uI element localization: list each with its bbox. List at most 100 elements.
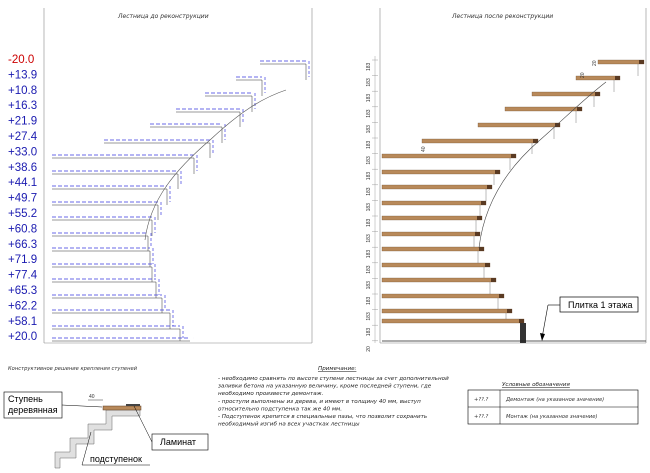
level-label: +77.4: [8, 270, 38, 282]
riser-dim-label: 183: [366, 187, 372, 196]
level-label: -20.0: [8, 54, 34, 66]
riser-dim-label: 183: [366, 218, 372, 227]
note-line: - проступи выполнены из дерева, и имеют …: [218, 399, 421, 405]
stair-concrete: [54, 409, 141, 469]
wood-tread: [381, 153, 517, 159]
tread-nosing: [477, 216, 482, 220]
level-label: +49.7: [8, 193, 37, 205]
after-steps: [381, 59, 646, 343]
level-label: +62.2: [8, 300, 37, 312]
wood-tread: [381, 200, 487, 206]
substep-callout-leader: [81, 431, 92, 466]
construction-detail: Конструктивное решение крепления ступене…: [3, 366, 209, 469]
wood-tread: [381, 318, 525, 324]
tread-nosing: [615, 76, 620, 80]
level-label: +13.9: [8, 69, 37, 81]
tile-callout-text: Плитка 1 этажа: [568, 300, 632, 310]
wood-tread: [381, 293, 505, 299]
note-line: необходимо произвести демонтаж.: [218, 391, 324, 397]
wood-tread: [381, 308, 513, 314]
wood-tread: [477, 122, 561, 128]
substep-callout-text: подступенок: [90, 454, 142, 464]
riser-dim-label: 183: [366, 172, 372, 181]
level-label: +38.6: [8, 162, 37, 174]
after-title: Лестница после реконструкции: [451, 13, 553, 20]
legend-sample: +??.?: [474, 397, 489, 403]
riser-dim-label: 183: [366, 78, 372, 87]
riser-dim-label: 183: [366, 312, 372, 321]
legend: Условные обозначения +??.? Демонтаж (на у…: [467, 382, 639, 425]
before-title: Лестница до реконструкции: [117, 13, 209, 20]
before-panel: Лестница до реконструкции: [43, 8, 313, 344]
tread-nosing: [495, 170, 500, 174]
level-label: +71.9: [8, 254, 37, 266]
note-line: заливки бетона на указанную величину, кр…: [218, 384, 432, 390]
top-tread-dim-label-2: 20: [592, 60, 598, 66]
wood-tread: [421, 138, 539, 144]
before-steps: [52, 60, 310, 342]
note-line: необходимый изгиб на всех участках лестн…: [218, 422, 360, 428]
riser-dim-label: 183: [366, 328, 372, 337]
level-label: +66.3: [8, 239, 37, 251]
construction-title: Конструктивное решение крепления ступене…: [8, 366, 138, 372]
riser-dim-label: 183: [366, 250, 372, 259]
wood-tread: [381, 169, 501, 175]
level-label: +44.1: [8, 177, 37, 189]
wood-tread: [597, 59, 645, 65]
tile-callout-box: [559, 296, 639, 313]
riser-dim-label: 183: [366, 109, 372, 118]
tread-nosing: [511, 154, 516, 158]
after-curve: [478, 81, 607, 249]
step-callout-text-2: деревянная: [8, 405, 58, 415]
level-label: +65.3: [8, 285, 37, 297]
tread-nosing: [555, 123, 560, 127]
tread-nosing: [533, 139, 538, 143]
legend-label: Монтаж (на указанное значение): [506, 414, 598, 420]
top-tread-dim-label: 20: [580, 72, 586, 78]
riser-dim-label: 183: [366, 156, 372, 165]
detail-dim-label: 40: [89, 394, 95, 400]
riser-dim-label: 183: [366, 125, 372, 134]
riser-dim-label: 183: [366, 265, 372, 274]
riser-dim-label: 183: [366, 296, 372, 305]
laminate-callout-text: Ламинат: [160, 437, 196, 447]
wood-tread: [381, 184, 493, 190]
level-label: +20.0: [8, 331, 37, 343]
wood-tread: [381, 215, 483, 221]
note-line: относительно подступенка так же 40 мм.: [218, 406, 342, 412]
before-curve: [144, 89, 287, 241]
level-label: +16.3: [8, 100, 37, 112]
notes: Примечание: - необходимо сравнять по выс…: [218, 366, 449, 428]
level-label: +33.0: [8, 146, 37, 158]
tread-nosing: [487, 185, 492, 189]
legend-sample: +??.?: [474, 414, 489, 420]
detail-laminate: [126, 404, 140, 406]
level-label: +55.2: [8, 208, 37, 220]
tread-nosing: [577, 107, 582, 111]
legend-label: Демонтаж (на указанное значение): [505, 397, 604, 403]
tread-nosing: [499, 294, 504, 298]
step-callout-leader: [61, 404, 103, 408]
riser-dim-label: 20: [366, 346, 372, 352]
riser-dim-label: 183: [366, 94, 372, 103]
tile-callout-arrow: [540, 333, 545, 341]
bottom-riser-block: [520, 323, 526, 343]
tread-nosing: [519, 319, 524, 323]
notes-lines: - необходимо сравнять по высоте ступени …: [218, 376, 449, 428]
tread-nosing: [479, 247, 484, 251]
riser-dim-label: 183: [366, 203, 372, 212]
riser-dimension-column: 183 183 183 183 183 183 183 183 183 183 183 183 183 1…: [366, 56, 378, 352]
legend-items: +??.? Демонтаж (на указанное значение) +??…: [474, 397, 604, 420]
tread-nosing: [595, 92, 600, 96]
wood-tread: [504, 106, 583, 112]
tile-callout-leader-2: [541, 304, 549, 339]
step-callout-box: [3, 391, 63, 419]
wood-tread: [381, 231, 481, 237]
level-label: +27.4: [8, 131, 38, 143]
wood-tread: [381, 262, 491, 268]
note-line: - необходимо сравнять по высоте ступени …: [218, 376, 449, 382]
tread-nosing: [475, 232, 480, 236]
tread-nosing: [485, 263, 490, 267]
laminate-callout-leader: [133, 405, 153, 443]
